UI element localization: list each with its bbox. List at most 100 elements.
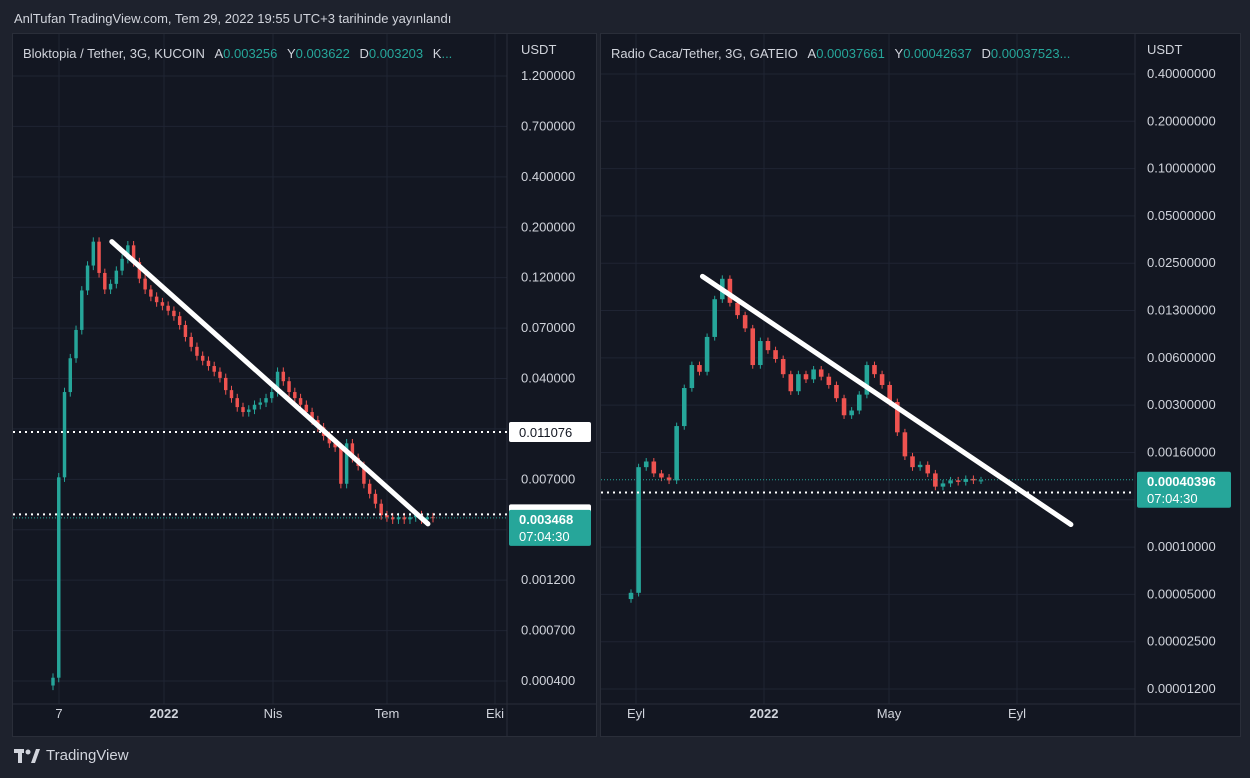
candle-body (841, 398, 847, 416)
candle-body (131, 245, 136, 263)
candle-body (689, 365, 695, 389)
candle-body (940, 483, 946, 487)
candle-body (811, 369, 816, 380)
y-tick-label: 0.00005000 (1147, 586, 1216, 601)
y-tick-label: 0.400000 (521, 169, 575, 184)
candle-body (727, 278, 733, 303)
candle-body (91, 241, 96, 266)
candle-body (758, 341, 763, 366)
candle-body (803, 374, 809, 380)
candle-body (879, 374, 885, 385)
candle-body (74, 329, 78, 359)
candle-body (396, 517, 401, 520)
candle-body (659, 473, 664, 478)
candle-body (636, 467, 641, 593)
y-tick-label: 0.000700 (521, 623, 575, 638)
close-key: K (432, 46, 442, 61)
symbol-legend-right: Radio Caca/Tether, 3G, GATEIO A0.0003766… (611, 46, 1070, 61)
chart-panel-bloktopia[interactable]: 1.200000 0.700000 0.400000 0.200000 0.120000… (12, 33, 597, 737)
candle-body (963, 478, 969, 482)
candle-body (235, 398, 239, 408)
low-value: 0.00037523... (990, 46, 1071, 61)
tradingview-logo[interactable]: TradingView (14, 747, 129, 764)
candle-body (304, 404, 309, 413)
trendline (699, 273, 1074, 527)
candle-body (172, 310, 176, 317)
bar-countdown: 07:04:30 (1147, 491, 1198, 506)
close-value: ... (441, 46, 453, 61)
candle-body (773, 350, 778, 360)
candle-body (849, 410, 854, 416)
y-tick-label: 0.05000000 (1147, 208, 1216, 223)
x-tick-label: 2022 (150, 706, 179, 721)
candle-body (241, 407, 245, 413)
candle-body (68, 358, 72, 393)
chart-panel-radio-caca[interactable]: 0.40000000 0.20000000 0.10000000 0.05000000… (600, 33, 1241, 737)
candle-body (149, 289, 153, 297)
candle-body (57, 477, 61, 678)
candle-body (264, 398, 268, 403)
candle-body (97, 241, 101, 273)
candle-body (834, 384, 839, 399)
candle-body (195, 346, 199, 356)
last-price-value: 0.003468 (519, 512, 573, 527)
candle-body (310, 412, 314, 421)
last-price-tag (1137, 471, 1231, 508)
candle-body (114, 270, 119, 284)
candle-body (327, 435, 332, 444)
candle-body (275, 371, 280, 393)
published-header: AnlTufan TradingView.com, Tem 29, 2022 1… (14, 11, 452, 26)
y-tick-label: 0.001200 (521, 572, 575, 587)
y-tick-label: 0.01300000 (1147, 303, 1216, 318)
symbol-legend-left: Bloktopia / Tether, 3G, KUCOIN A0.003256… (23, 46, 452, 61)
candle-body (666, 477, 672, 481)
candle-body (704, 336, 710, 372)
x-tick-label: Eyl (627, 706, 645, 721)
price-axis-unit: USDT (521, 42, 557, 57)
y-tick-label: 0.070000 (521, 320, 575, 335)
open-value: 0.00037661 (816, 46, 885, 61)
open-key: A (214, 46, 224, 61)
brand-name: TradingView (46, 747, 129, 764)
y-tick-label: 0.700000 (521, 118, 575, 133)
x-tick-label: Eki (486, 706, 504, 721)
candle-body (287, 381, 291, 393)
candle-body (895, 402, 900, 433)
candle-body (674, 426, 679, 481)
candle-body (143, 278, 147, 290)
candle-body (826, 376, 832, 385)
y-tick-label: 0.200000 (521, 219, 575, 234)
candlestick-chart-radio-caca[interactable]: 0.40000000 0.20000000 0.10000000 0.05000000… (601, 34, 1240, 736)
last-price-value: 0.00040396 (1147, 474, 1216, 489)
trendline (109, 239, 431, 527)
y-tick-label: 0.10000000 (1147, 161, 1216, 176)
candle-body (103, 272, 107, 290)
y-tick-label: 0.120000 (521, 270, 575, 285)
candle-body (281, 371, 286, 382)
candle-body (177, 316, 182, 326)
tradingview-icon (14, 748, 40, 763)
candle-body (735, 302, 740, 316)
candle-body (183, 325, 188, 337)
candle-body (925, 464, 931, 474)
candle-body (628, 592, 634, 600)
high-value: 0.003622 (295, 46, 350, 61)
symbol-title: Radio Caca/Tether, 3G, GATEIO (611, 46, 798, 61)
candle-body (887, 384, 892, 403)
low-key: D (359, 46, 369, 61)
price-axis-unit: USDT (1147, 42, 1183, 57)
candlestick-chart-bloktopia[interactable]: 1.200000 0.700000 0.400000 0.200000 0.120000… (13, 34, 596, 736)
candle-body (189, 336, 193, 347)
candle-body (270, 392, 274, 399)
candle-body (200, 355, 205, 361)
candle-body (643, 461, 649, 468)
high-value: 0.00042637 (903, 46, 972, 61)
candle-body (80, 290, 84, 330)
candle-body (390, 517, 395, 520)
x-tick-label: May (877, 706, 902, 721)
candle-body (51, 677, 55, 686)
candle-body (373, 493, 378, 504)
price-line-label-bg (509, 421, 591, 442)
x-tick-label: Tem (375, 706, 400, 721)
candle-body (948, 480, 953, 484)
